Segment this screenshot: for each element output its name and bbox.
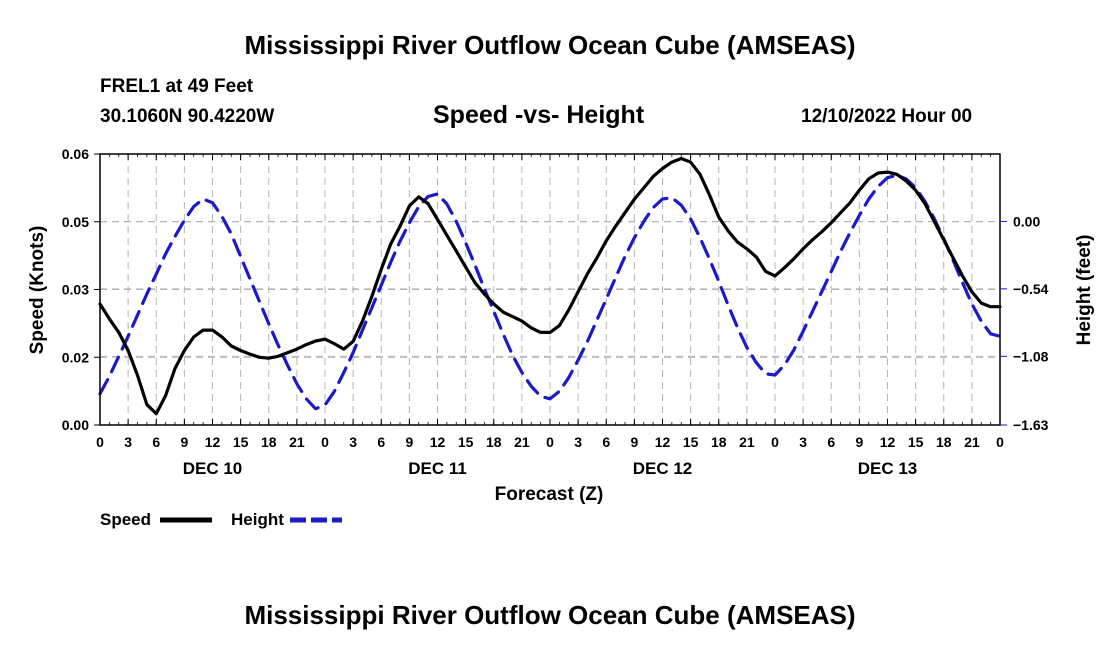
speed-height-chart: 0 3 6 9 12 15 18 21 0 3 6 9 12 15 18 21 0 3 6 9 12 15 18 21 0 3 6 9… [27, 146, 1095, 529]
x-tick-label: 6 [602, 434, 610, 450]
x-tick-label: 18 [486, 434, 502, 450]
day-label: DEC 13 [858, 459, 918, 478]
x-tick-label: 18 [711, 434, 727, 450]
x-tick-label: 12 [205, 434, 221, 450]
x-tick-label: 9 [405, 434, 413, 450]
x-tick-label: 3 [124, 434, 132, 450]
x-tick-label: 15 [458, 434, 474, 450]
station-label: FREL1 at 49 Feet [100, 76, 254, 97]
x-tick-label: 9 [180, 434, 188, 450]
y-axis-label: Speed (Knots) [27, 226, 48, 355]
x-tick-label: 12 [880, 434, 896, 450]
x-tick-label: 21 [739, 434, 755, 450]
x-tick-label: 21 [289, 434, 305, 450]
x-tick-label: 15 [908, 434, 924, 450]
x-tick-label: 3 [349, 434, 357, 450]
x-tick-label: 0 [771, 434, 779, 450]
y2-tick-label: −1.08 [1013, 348, 1049, 364]
x-tick-label: 0 [996, 434, 1004, 450]
day-label: DEC 12 [633, 459, 693, 478]
x-tick-label: 15 [683, 434, 699, 450]
x-tick-label: 9 [630, 434, 638, 450]
x-tick-label: 18 [261, 434, 277, 450]
legend: Speed Height [100, 510, 342, 529]
x-tick-label: 9 [855, 434, 863, 450]
x-tick-label: 12 [430, 434, 446, 450]
x-tick-label: 12 [655, 434, 671, 450]
x-tick-label: 3 [799, 434, 807, 450]
x-tick-label: 0 [96, 434, 104, 450]
x-tick-label: 0 [321, 434, 329, 450]
page-title: Mississippi River Outflow Ocean Cube (AM… [244, 30, 856, 60]
legend-label-speed: Speed [100, 510, 151, 529]
forecast-datetime: 12/10/2022 Hour 00 [801, 106, 973, 127]
x-tick-label: 21 [964, 434, 980, 450]
day-label: DEC 10 [183, 459, 243, 478]
y-tick-label: 0.00 [62, 417, 89, 433]
x-tick-label: 18 [936, 434, 952, 450]
height-series [98, 173, 1002, 411]
y2-tick-label: 0.00 [1013, 213, 1040, 229]
x-tick-label: 15 [233, 434, 249, 450]
axes: 0 3 6 9 12 15 18 21 0 3 6 9 12 15 18 21 0 3 6 9 12 15 18 21 0 3 6 9… [62, 146, 1049, 478]
chart-subtitle: Speed -vs- Height [433, 101, 645, 129]
speed-series [98, 156, 1002, 416]
x-axis-label: Forecast (Z) [495, 484, 604, 505]
y-tick-label: 0.06 [62, 146, 89, 162]
y2-axis-label: Height (feet) [1074, 235, 1095, 346]
y-tick-label: 0.02 [62, 349, 89, 365]
grid-lines [100, 154, 1000, 425]
y-tick-label: 0.03 [62, 282, 89, 298]
day-label: DEC 11 [408, 459, 467, 478]
x-tick-label: 6 [152, 434, 160, 450]
station-coordinates: 30.1060N 90.4220W [100, 106, 275, 127]
x-tick-label: 21 [514, 434, 530, 450]
y2-tick-label: −1.63 [1013, 417, 1049, 433]
x-tick-label: 0 [546, 434, 554, 450]
height-line [98, 173, 1002, 411]
footer-title: Mississippi River Outflow Ocean Cube (AM… [244, 600, 856, 630]
x-tick-label: 3 [574, 434, 582, 450]
y-tick-label: 0.05 [62, 214, 89, 230]
y2-tick-label: −0.54 [1013, 281, 1049, 297]
legend-label-height: Height [231, 510, 284, 529]
x-tick-label: 6 [377, 434, 385, 450]
x-tick-label: 6 [827, 434, 835, 450]
speed-line [98, 156, 1002, 416]
